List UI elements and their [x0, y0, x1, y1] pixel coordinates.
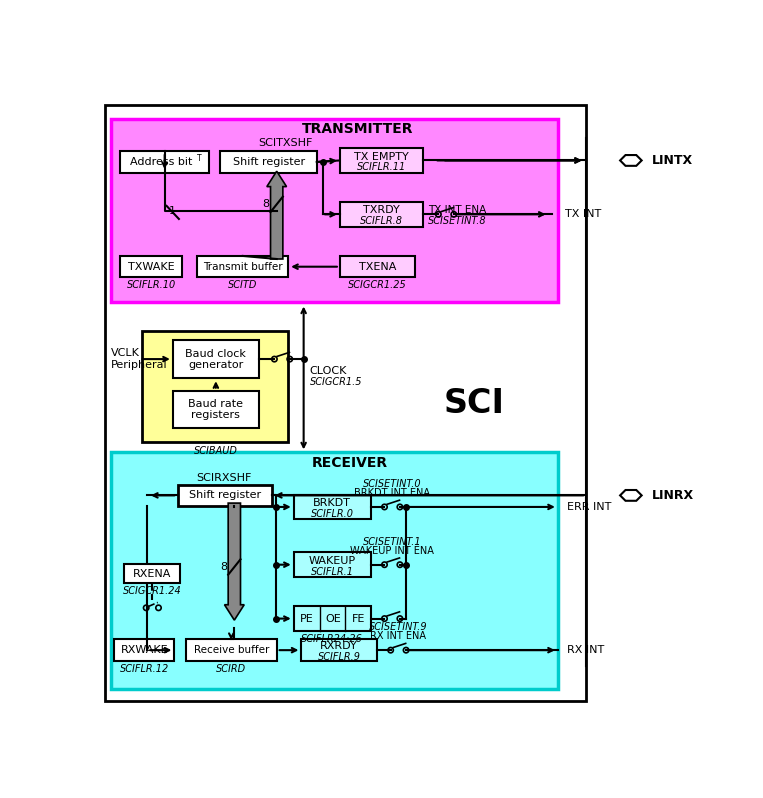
- Bar: [340, 256, 415, 278]
- Text: TX EMPTY: TX EMPTY: [354, 152, 409, 161]
- Text: SCIBAUD: SCIBAUD: [194, 447, 238, 456]
- Text: Receive buffer: Receive buffer: [194, 645, 269, 655]
- Bar: [198, 256, 288, 278]
- Text: SCIFLR.1: SCIFLR.1: [311, 567, 353, 577]
- Bar: [340, 148, 423, 172]
- Text: TXWAKE: TXWAKE: [128, 262, 175, 271]
- Polygon shape: [620, 155, 642, 166]
- Text: RXRDY: RXRDY: [320, 642, 358, 651]
- Bar: [121, 151, 209, 172]
- Text: 1: 1: [169, 206, 176, 216]
- Text: SCIFLR.9: SCIFLR.9: [317, 652, 361, 662]
- Bar: [111, 452, 558, 689]
- Text: SCIFLR.8: SCIFLR.8: [360, 216, 403, 227]
- Bar: [340, 202, 423, 227]
- Text: registers: registers: [192, 410, 240, 421]
- Text: SCITD: SCITD: [228, 280, 257, 290]
- Text: Baud clock: Baud clock: [185, 349, 246, 359]
- Text: ERR INT: ERR INT: [567, 502, 611, 512]
- Bar: [172, 340, 259, 378]
- Bar: [124, 564, 180, 583]
- Text: SCIFLR.10: SCIFLR.10: [127, 280, 175, 290]
- Polygon shape: [620, 490, 642, 501]
- Text: Transmit buffer: Transmit buffer: [203, 262, 282, 271]
- Bar: [294, 606, 371, 631]
- Polygon shape: [224, 503, 244, 620]
- Text: 8: 8: [262, 200, 269, 209]
- Bar: [178, 484, 272, 506]
- Text: PE: PE: [300, 614, 314, 623]
- Text: RX INT ENA: RX INT ENA: [370, 631, 427, 642]
- Text: 8: 8: [220, 562, 227, 572]
- Bar: [105, 105, 586, 701]
- Text: TX INT ENA: TX INT ENA: [429, 205, 487, 215]
- Text: RXWAKE: RXWAKE: [121, 645, 168, 655]
- Text: LINRX: LINRX: [652, 489, 694, 502]
- Text: T: T: [198, 154, 202, 163]
- Text: Baud rate: Baud rate: [188, 399, 243, 409]
- Text: SCIGCR1.24: SCIGCR1.24: [123, 586, 182, 596]
- Text: BRKDT INT ENA: BRKDT INT ENA: [354, 488, 430, 498]
- Text: SCIRD: SCIRD: [216, 664, 246, 674]
- Text: SCISETINT.8: SCISETINT.8: [428, 215, 487, 226]
- Text: SCI: SCI: [444, 387, 505, 421]
- Text: SCITXSHF: SCITXSHF: [259, 139, 313, 148]
- Text: SCIFLR.12: SCIFLR.12: [120, 664, 169, 674]
- Bar: [301, 639, 377, 661]
- Text: RX INT: RX INT: [567, 645, 604, 655]
- Bar: [142, 330, 288, 442]
- Text: RECEIVER: RECEIVER: [312, 456, 388, 470]
- Bar: [221, 151, 317, 172]
- Text: TXRDY: TXRDY: [363, 206, 400, 215]
- Text: LINTX: LINTX: [652, 154, 693, 167]
- Text: SCIFLR.0: SCIFLR.0: [311, 509, 353, 519]
- Text: SCIGCR1.25: SCIGCR1.25: [348, 280, 407, 290]
- Text: WAKEUP INT ENA: WAKEUP INT ENA: [350, 546, 434, 556]
- Text: generator: generator: [188, 360, 243, 370]
- Text: SCISETINT.0: SCISETINT.0: [363, 479, 421, 489]
- Bar: [114, 639, 174, 661]
- Text: BRKDT: BRKDT: [313, 498, 351, 508]
- Bar: [172, 391, 259, 428]
- Text: FE: FE: [352, 614, 365, 623]
- Text: SCIGCR1.5: SCIGCR1.5: [310, 377, 362, 387]
- Text: RXENA: RXENA: [134, 568, 172, 579]
- Text: SCISETINT.1: SCISETINT.1: [363, 536, 421, 547]
- Text: OE: OE: [325, 614, 341, 623]
- Text: WAKEUP: WAKEUP: [308, 556, 356, 566]
- Bar: [121, 256, 182, 278]
- Text: TX INT: TX INT: [565, 209, 601, 219]
- Text: CLOCK: CLOCK: [310, 366, 347, 377]
- Text: SCISETINT.9: SCISETINT.9: [369, 622, 428, 632]
- Bar: [294, 495, 371, 519]
- Text: SCIFLR24:26: SCIFLR24:26: [301, 634, 363, 644]
- Bar: [111, 119, 558, 302]
- Bar: [294, 552, 371, 577]
- Text: SCIRXSHF: SCIRXSHF: [197, 472, 252, 483]
- Text: Address bit: Address bit: [130, 157, 192, 167]
- Bar: [186, 639, 277, 661]
- Polygon shape: [267, 172, 287, 259]
- Text: Shift register: Shift register: [189, 491, 261, 500]
- Text: SCIFLR.11: SCIFLR.11: [357, 162, 406, 172]
- Text: Shift register: Shift register: [233, 157, 304, 167]
- Text: VCLK
Peripheral: VCLK Peripheral: [111, 348, 168, 370]
- Text: TRANSMITTER: TRANSMITTER: [302, 122, 414, 136]
- Text: TXENA: TXENA: [359, 262, 396, 271]
